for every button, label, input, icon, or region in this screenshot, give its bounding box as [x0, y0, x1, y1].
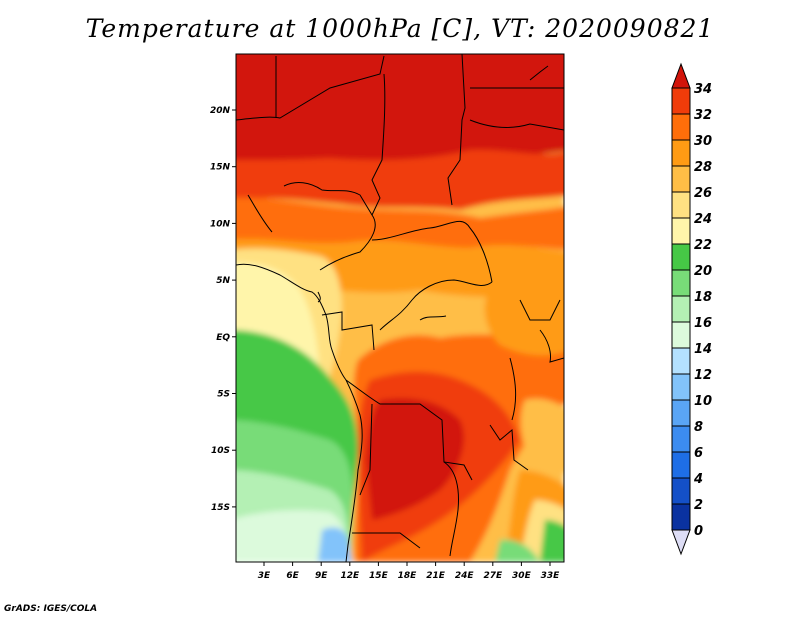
lat-label: 5S: [217, 390, 230, 400]
colorbar-label: 20: [694, 264, 712, 279]
lon-label: 9E: [315, 571, 328, 581]
country-borders: [236, 54, 564, 562]
lat-label: 20N: [210, 106, 231, 116]
colorbar-arrow-high: [671, 62, 691, 89]
colorbar-label: 18: [694, 290, 712, 305]
colorbar-arrow-low: [671, 529, 691, 556]
lon-label: 18E: [398, 571, 418, 581]
lon-label: 27E: [483, 571, 503, 581]
colorbar-label: 26: [694, 186, 712, 201]
lat-label: 5N: [216, 276, 230, 286]
colorbar-label: 4: [693, 472, 703, 487]
lon-label: 15E: [369, 571, 389, 581]
colorbar-label: 8: [694, 420, 703, 435]
colorbar-label: 10: [694, 394, 712, 409]
colorbar-swatch: [671, 269, 691, 297]
colorbar-swatch: [671, 425, 691, 453]
colorbar-swatch: [671, 321, 691, 349]
lon-label: 12E: [340, 571, 360, 581]
map-frame: [235, 53, 565, 563]
colorbar-swatch: [671, 451, 691, 479]
colorbar-swatch: [671, 87, 691, 115]
temperature-field: [236, 54, 564, 562]
latitude-axis: 20N 15N 10N 5N EQ 5S 10S 15S: [210, 106, 236, 513]
colorbar-swatch: [671, 347, 691, 375]
lon-label: 33E: [541, 571, 561, 581]
colorbar-swatch: [671, 139, 691, 167]
lat-label: 15N: [210, 163, 231, 173]
lat-label: 15S: [211, 503, 230, 513]
colorbar-label: 2: [694, 498, 703, 513]
colorbar-label: 24: [694, 212, 712, 227]
colorbar-swatch: [671, 217, 691, 245]
colorbar-label: 14: [694, 342, 712, 357]
colorbar-swatch: [671, 503, 691, 531]
colorbar-label: 0: [694, 524, 703, 539]
longitude-axis: 3E 6E 9E 12E 15E 18E 21E 24E 27E 30E 33E: [258, 562, 560, 581]
lon-label: 30E: [512, 571, 532, 581]
chart-title: Temperature at 1000hPa [C], VT: 20200908…: [85, 14, 715, 43]
colorbar-label: 32: [694, 108, 712, 123]
lat-label: EQ: [216, 333, 230, 343]
lat-label: 10S: [211, 446, 230, 456]
colorbar-label: 12: [694, 368, 712, 383]
colorbar-swatch: [671, 399, 691, 427]
colorbar-swatch: [671, 165, 691, 193]
colorbar-swatch: [671, 373, 691, 401]
lon-label: 6E: [286, 571, 299, 581]
colorbar-label: 16: [694, 316, 712, 331]
grads-credit: GrADS: IGES/COLA: [4, 604, 98, 614]
colorbar-swatch: [671, 295, 691, 323]
colorbar-swatch: [671, 191, 691, 219]
colorbar-label: 28: [694, 160, 712, 175]
lon-label: 21E: [426, 571, 446, 581]
colorbar-swatch: [671, 243, 691, 271]
colorbar-label: 22: [694, 238, 712, 253]
colorbar-swatch: [671, 477, 691, 505]
colorbar-label: 6: [694, 446, 703, 461]
lon-label: 24E: [455, 571, 475, 581]
colorbar-label: 34: [694, 82, 712, 97]
colorbar-label: 30: [694, 134, 712, 149]
lon-label: 3E: [258, 571, 271, 581]
lat-label: 10N: [210, 219, 231, 229]
colorbar-swatch: [671, 113, 691, 141]
